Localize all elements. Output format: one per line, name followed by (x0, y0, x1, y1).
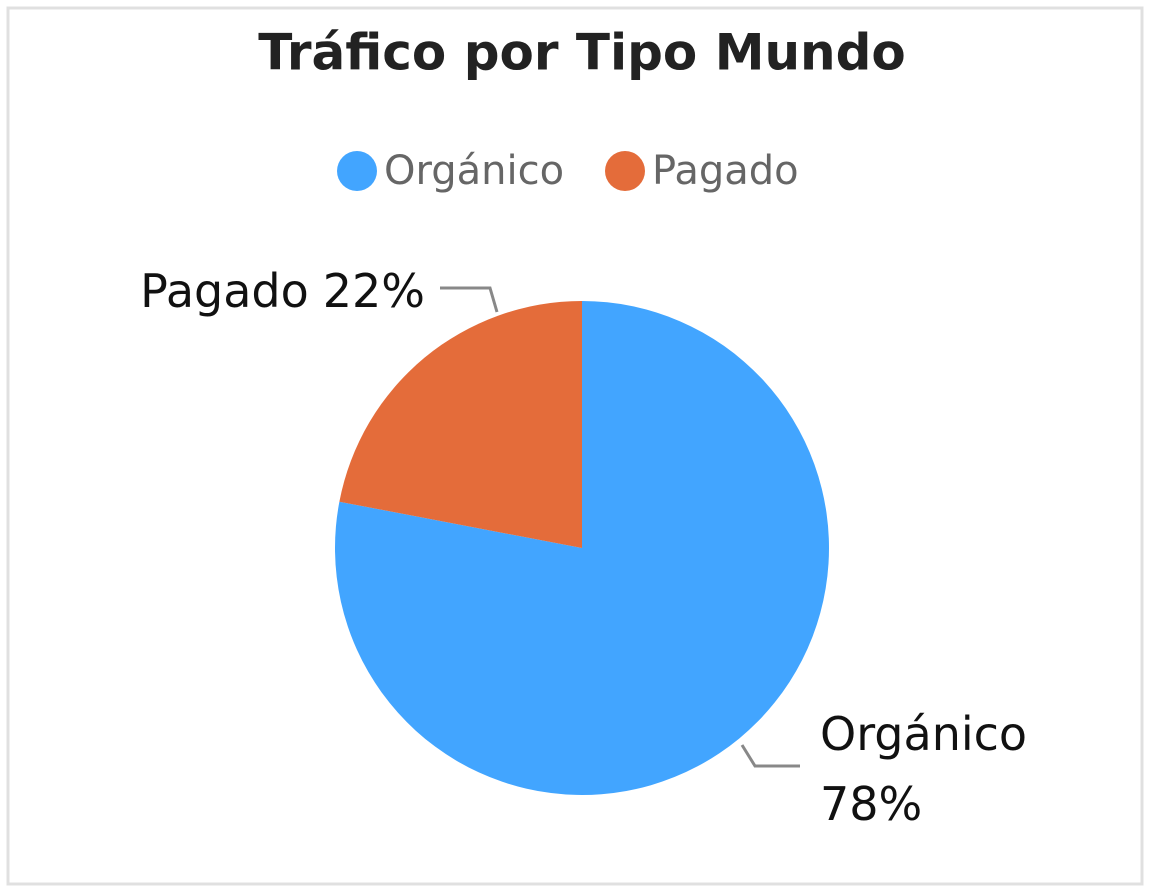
data-label-name: Orgánico (820, 707, 1027, 761)
legend-swatch (605, 151, 645, 191)
data-label-name: Pagado (140, 264, 309, 318)
leader-line (740, 744, 800, 768)
data-label: Pagado 22% (140, 264, 425, 318)
legend-swatch (337, 151, 377, 191)
data-label-value: 78% (820, 777, 922, 831)
data-label: Orgánico 78% (820, 707, 1027, 831)
pie-slice (339, 301, 582, 548)
legend-label: Orgánico (384, 148, 564, 194)
legend-label: Pagado (652, 148, 799, 194)
leader-line (440, 286, 499, 313)
chart-title: Tráfico por Tipo Mundo (258, 24, 906, 82)
data-label-value: 22% (323, 264, 425, 318)
